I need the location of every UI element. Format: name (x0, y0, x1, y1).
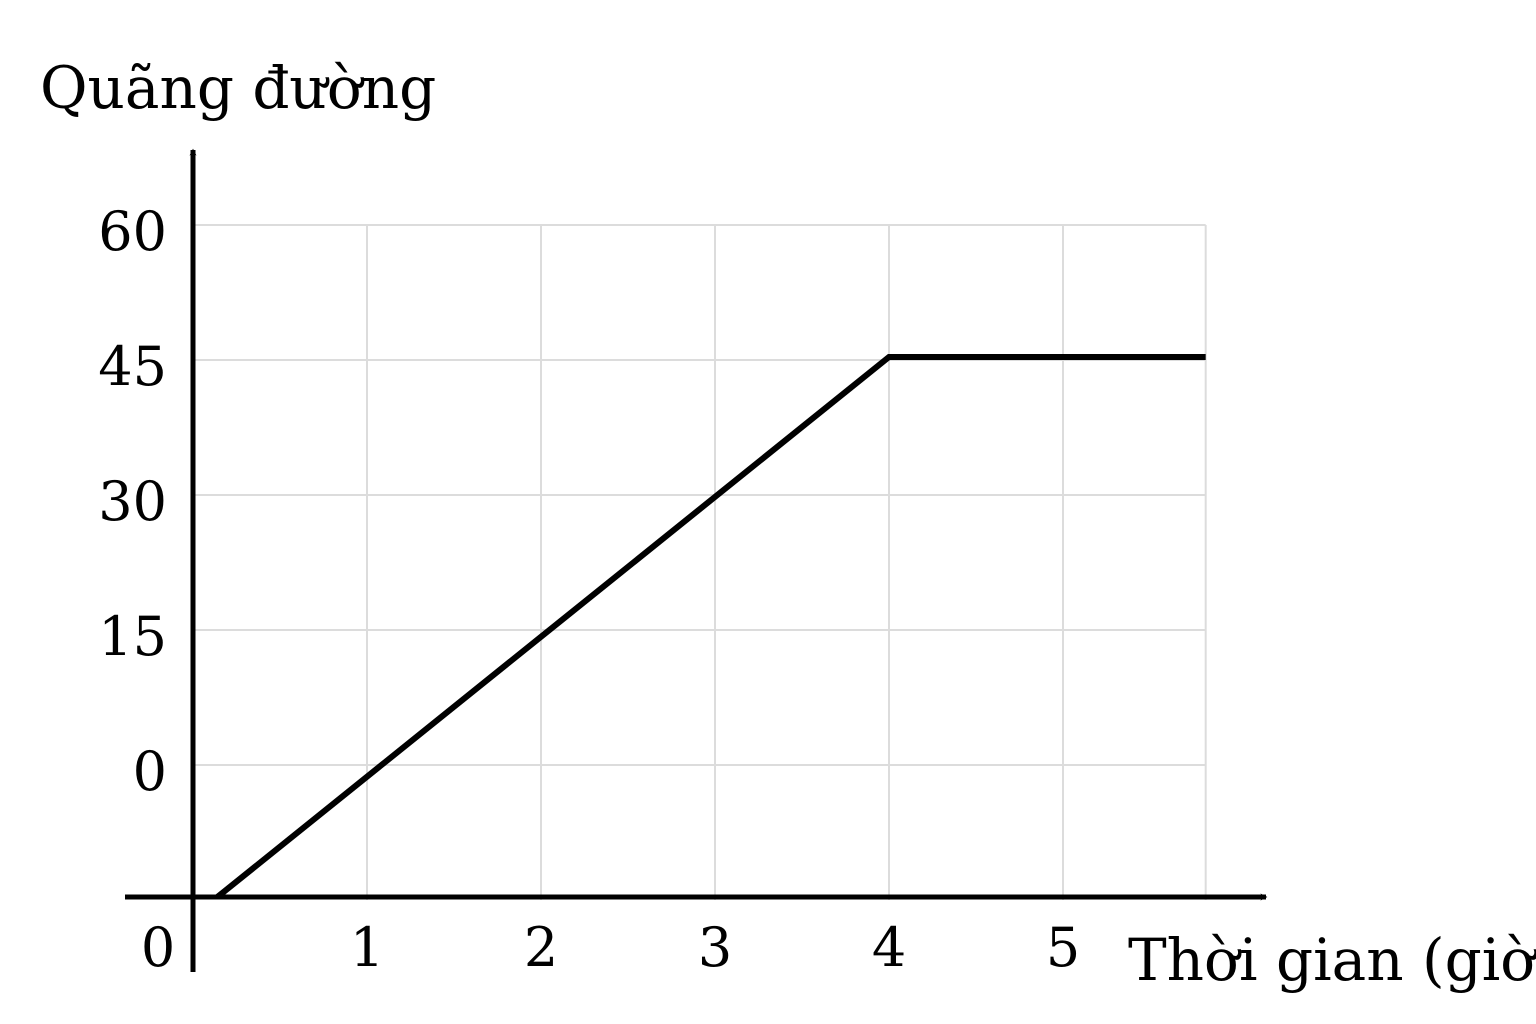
y-tick-label: 60 (98, 200, 167, 263)
axes (125, 148, 1268, 972)
series (215, 354, 1206, 900)
y-tick-label: 15 (98, 605, 167, 668)
x-tick-label: 2 (524, 916, 558, 979)
y-tick-label: 45 (98, 335, 167, 398)
x-axis-title: Thời gian (giờ) (1128, 926, 1536, 994)
x-tick-label: 3 (698, 916, 732, 979)
series-line (215, 354, 1206, 900)
x-tick-label: 4 (872, 916, 906, 979)
origin-label: 0 (141, 916, 175, 979)
y-axis-title: Quãng đường (40, 54, 436, 122)
x-tick-label: 1 (350, 916, 384, 979)
y-tick-label: 0 (133, 740, 167, 803)
x-tick-label: 5 (1046, 916, 1080, 979)
y-tick-label: 30 (98, 470, 167, 533)
grid (193, 224, 1207, 900)
